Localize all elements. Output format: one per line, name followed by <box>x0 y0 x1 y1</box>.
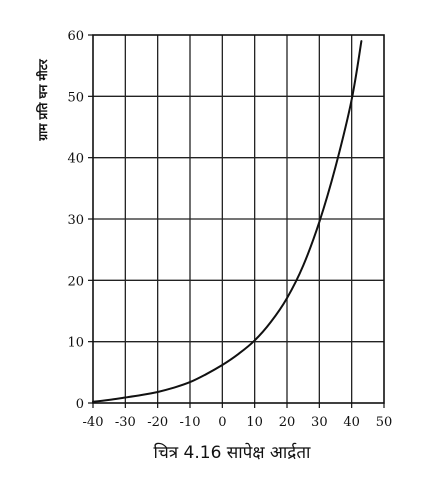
x-tick-label-4: 0 <box>218 415 226 430</box>
x-tick-label-5: 10 <box>246 415 263 430</box>
y-tick-label-4: 40 <box>67 152 84 167</box>
x-tick-label-6: 20 <box>279 415 296 430</box>
grid-layer <box>93 35 384 403</box>
y-tick-label-5: 50 <box>67 90 84 105</box>
x-tick-label-0: -40 <box>83 415 104 430</box>
y-tick-label-3: 30 <box>67 213 84 228</box>
y-axis-label: ग्राम प्रति घन मीटर <box>36 58 50 141</box>
humidity-curve-0 <box>92 40 363 403</box>
figure-caption: चित्र 4.16 सापेक्ष आर्द्रता <box>154 442 311 463</box>
x-tick-label-7: 30 <box>311 415 328 430</box>
series-layer <box>92 40 363 403</box>
y-tick-labels: 0 10 20 30 40 50 60 <box>67 29 84 412</box>
x-tick-labels: -40 -30 -20 -10 0 10 20 30 40 50 <box>83 415 393 430</box>
x-tick-label-8: 40 <box>343 415 360 430</box>
plot-frame <box>88 34 385 408</box>
x-tick-label-1: -30 <box>115 415 136 430</box>
y-tick-label-0: 0 <box>76 397 84 412</box>
x-tick-label-3: -10 <box>180 415 201 430</box>
y-tick-label-2: 20 <box>67 274 84 289</box>
x-tick-label-2: -20 <box>147 415 168 430</box>
y-tick-label-6: 60 <box>67 29 84 44</box>
x-tick-label-9: 50 <box>376 415 393 430</box>
y-tick-label-1: 10 <box>67 336 84 351</box>
